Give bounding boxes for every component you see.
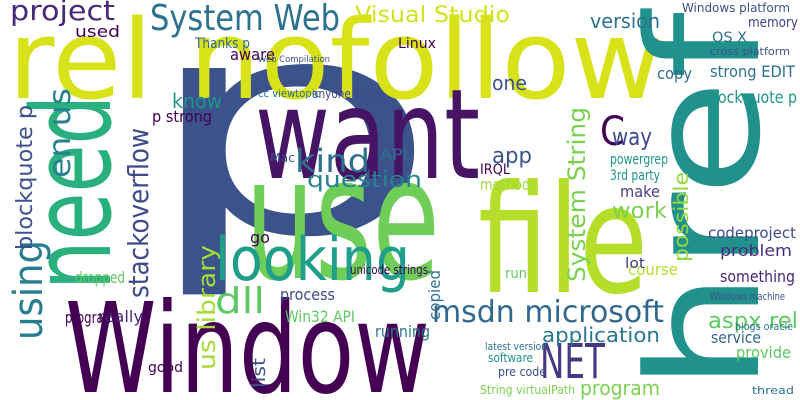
word: run — [505, 266, 527, 282]
word: blockquote p — [705, 88, 797, 108]
word: aspx rel — [708, 309, 798, 334]
word: codeproject — [708, 224, 796, 242]
word: Window — [65, 277, 430, 400]
word: memory — [748, 15, 798, 31]
word: OS X — [712, 30, 747, 46]
word: href — [614, 8, 795, 392]
word: C — [600, 109, 625, 155]
word: process — [280, 285, 335, 304]
word: really — [98, 307, 143, 326]
word: IRQL — [480, 162, 510, 178]
word: need — [8, 95, 136, 290]
word: lot — [625, 256, 646, 272]
word: msdn microsoft — [432, 295, 664, 330]
word: file — [478, 154, 648, 328]
word: dropped — [75, 268, 125, 287]
word: API — [380, 145, 408, 164]
word: know — [172, 89, 222, 113]
word: list — [249, 358, 270, 388]
word: copy — [657, 64, 692, 83]
word: Thanks p — [194, 36, 250, 52]
word: String virtualPath — [480, 383, 575, 397]
word: pre code — [498, 365, 546, 379]
word: software — [488, 351, 533, 365]
word: using — [6, 240, 52, 340]
word: blockquote p — [13, 105, 38, 250]
word: thread — [752, 384, 794, 397]
word: powergrep — [610, 152, 668, 168]
word: service — [711, 328, 761, 347]
word: question — [307, 168, 422, 193]
word: used — [75, 22, 120, 41]
word: System Web — [150, 0, 340, 39]
word: 3rd party — [610, 168, 660, 184]
word: running — [375, 322, 430, 341]
word: stackoverflow — [122, 128, 155, 298]
word: dll — [215, 281, 265, 322]
word: use — [245, 121, 440, 319]
word: cc viewtopic — [258, 87, 320, 100]
word: kind — [295, 142, 370, 180]
word: en us — [43, 88, 78, 178]
word: copied — [425, 270, 444, 320]
word: Web Compilation — [258, 55, 330, 65]
word: looking — [215, 225, 410, 295]
word: Linux — [398, 36, 436, 52]
word: Windows machine — [710, 290, 785, 303]
word: aware — [230, 45, 275, 64]
word: make — [620, 182, 660, 201]
word: p strong — [152, 107, 212, 126]
word: latest version — [485, 340, 547, 353]
word: Windows platform — [682, 1, 790, 15]
word: want — [255, 63, 480, 208]
word: work — [612, 199, 667, 224]
word: anyone know — [312, 87, 382, 101]
word: go — [250, 228, 270, 247]
word: Mac — [270, 151, 295, 165]
word: Visual Studio — [355, 3, 510, 28]
word: program — [65, 308, 115, 327]
word: us library — [193, 245, 221, 370]
word: version — [590, 9, 660, 33]
word: something — [720, 267, 795, 286]
word: Win32 API — [285, 307, 355, 326]
word: good — [148, 360, 183, 376]
word: cross platform — [710, 45, 790, 58]
word: p — [140, 0, 440, 303]
word: blogs oracle — [735, 320, 793, 333]
word: method — [480, 175, 530, 194]
word: program — [580, 376, 660, 400]
word: System String — [563, 107, 591, 282]
word: app — [492, 144, 532, 169]
word: possible — [669, 172, 693, 262]
word: provide — [736, 343, 791, 362]
word: NET — [540, 334, 605, 390]
word: rel nofollow — [8, 0, 663, 124]
word: strong EDIT — [710, 62, 795, 81]
word: one — [492, 71, 527, 95]
word: problem — [720, 241, 792, 260]
word: course — [628, 260, 678, 279]
word: way — [612, 123, 652, 151]
word: project — [10, 0, 115, 27]
word: application — [542, 323, 660, 347]
word: unicode strings — [350, 263, 428, 277]
